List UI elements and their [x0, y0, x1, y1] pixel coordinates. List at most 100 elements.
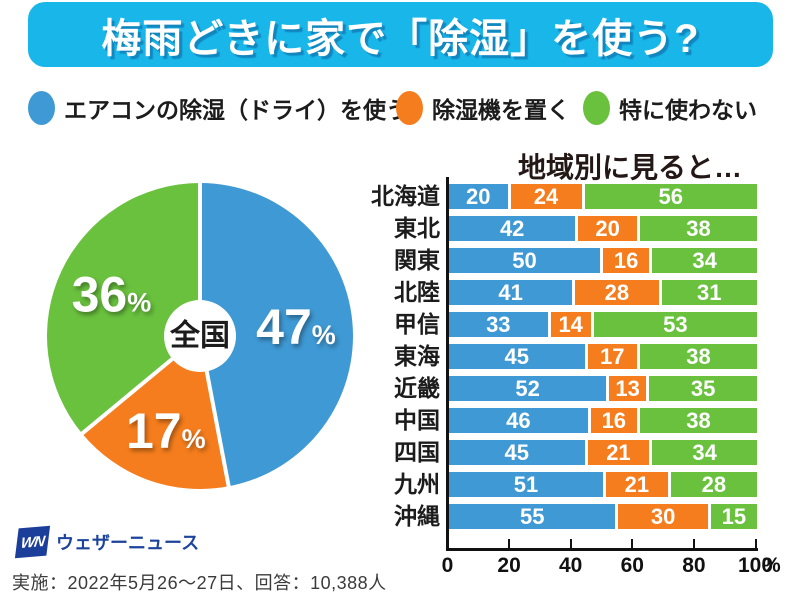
x-axis-unit-label: % — [762, 554, 781, 577]
region-label: 関東 — [394, 247, 440, 273]
region-label: 中国 — [394, 407, 440, 433]
bar-row: 沖縄 55 30 15 — [361, 504, 757, 529]
x-axis-tick-label: 80 — [682, 554, 706, 577]
weathernews-logo-text: ウェザーニュース — [56, 533, 200, 553]
x-axis-tick-label: 100 — [737, 554, 774, 577]
bar-chart-y-axis — [446, 177, 449, 551]
weathernews-logo: WN ウェザーニュース — [14, 525, 200, 559]
bar-segment: 28 — [575, 280, 662, 305]
bar-row: 東海 45 17 38 — [361, 344, 757, 369]
survey-note: 実施：2022年5月26～27日、回答：10,388人 — [12, 573, 387, 593]
region-label: 九州 — [394, 471, 440, 497]
bar-segment: 56 — [584, 184, 757, 209]
bar-track: 20 24 56 — [449, 184, 757, 209]
bar-segment: 34 — [652, 440, 757, 465]
pie-center-circle — [164, 300, 236, 372]
legend-label-dehumidifier: 除湿機を置く — [432, 97, 570, 123]
pie-slice — [82, 336, 229, 489]
page-title-banner: 梅雨どきに家で「除湿」を使う? — [28, 2, 773, 67]
bar-segment: 34 — [652, 248, 757, 273]
bar-segment: 46 — [449, 408, 591, 433]
bar-track: 33 14 53 — [449, 312, 757, 337]
bar-segment: 42 — [449, 216, 579, 241]
bar-row: 北陸 41 28 31 — [361, 280, 757, 305]
bar-row: 北海道 20 24 56 — [361, 184, 757, 209]
region-label: 甲信 — [394, 311, 440, 337]
bar-segment: 21 — [587, 440, 653, 465]
bar-segment: 17 — [587, 344, 640, 369]
national-pie-chart: 47%17%36%全国 — [47, 182, 354, 489]
x-axis-tick-label: 40 — [559, 554, 583, 577]
bar-row: 九州 51 21 28 — [361, 472, 757, 497]
bar-segment: 55 — [449, 504, 619, 529]
bar-row: 関東 50 16 34 — [361, 248, 757, 273]
bar-segment: 41 — [449, 280, 576, 305]
bar-track: 41 28 31 — [449, 280, 757, 305]
bar-segment: 53 — [593, 312, 757, 337]
bar-row: 近畿 52 13 35 — [361, 376, 757, 401]
bar-segment: 28 — [670, 472, 757, 497]
bar-track: 45 17 38 — [449, 344, 757, 369]
bar-segment: 20 — [449, 184, 511, 209]
regional-bar-chart: 北海道 20 24 56 東北 42 20 38 関東 50 16 34 北陸 41 28 31 甲信 33 14 5… — [361, 184, 757, 536]
pie-center-label: 全国 — [169, 319, 230, 353]
aircon-legend-dot-icon — [28, 91, 55, 125]
bar-track: 46 16 38 — [449, 408, 757, 433]
none-legend-dot-icon — [583, 91, 610, 125]
region-label: 四国 — [394, 439, 440, 465]
bar-segment: 38 — [639, 216, 757, 241]
region-label: 北海道 — [371, 183, 440, 209]
legend-item-aircon: エアコンの除湿（ドライ）を使う — [28, 90, 409, 126]
dehumidifier-legend-dot-icon — [396, 91, 423, 125]
bar-segment: 15 — [710, 504, 757, 529]
weathernews-wn-mark-icon: WN — [14, 525, 51, 559]
legend-label-aircon: エアコンの除湿（ドライ）を使う — [64, 97, 409, 123]
x-axis-tick-label: 20 — [497, 554, 521, 577]
x-axis-tick — [508, 539, 511, 548]
bar-segment: 31 — [661, 280, 757, 305]
x-axis-tick — [754, 539, 757, 548]
pie-slice — [200, 183, 354, 487]
legend-item-none: 特に使わない — [583, 90, 757, 126]
bar-segment: 13 — [609, 376, 650, 401]
bar-segment: 38 — [639, 344, 757, 369]
bar-track: 42 20 38 — [449, 216, 757, 241]
bar-segment: 50 — [449, 248, 603, 273]
bar-segment: 20 — [578, 216, 640, 241]
legend-item-dehumidifier: 除湿機を置く — [396, 90, 570, 126]
bar-track: 51 21 28 — [449, 472, 757, 497]
bar-chart-title: 地域別に見ると… — [517, 152, 742, 183]
bar-row: 中国 46 16 38 — [361, 408, 757, 433]
bar-segment: 45 — [449, 344, 588, 369]
x-axis-tick — [692, 539, 695, 548]
bar-segment: 24 — [510, 184, 585, 209]
region-label: 近畿 — [394, 375, 440, 401]
bar-chart-x-axis — [446, 548, 758, 551]
bar-track: 45 21 34 — [449, 440, 757, 465]
region-label: 東北 — [394, 215, 440, 241]
bar-track: 52 13 35 — [449, 376, 757, 401]
bar-track: 50 16 34 — [449, 248, 757, 273]
region-label: 北陸 — [394, 279, 440, 305]
bar-segment: 16 — [603, 248, 653, 273]
bar-segment: 33 — [449, 312, 551, 337]
x-axis-tick-label: 0 — [441, 554, 454, 577]
region-label: 沖縄 — [394, 503, 440, 529]
region-label: 東海 — [394, 343, 440, 369]
bar-row: 甲信 33 14 53 — [361, 312, 757, 337]
x-axis-tick-label: 60 — [620, 554, 644, 577]
pie-value-label: 47% — [256, 299, 336, 355]
bar-row: 東北 42 20 38 — [361, 216, 757, 241]
legend-label-none: 特に使わない — [619, 97, 757, 123]
bar-segment: 51 — [449, 472, 607, 497]
pie-slice — [47, 183, 200, 434]
bar-segment: 38 — [639, 408, 757, 433]
bar-segment: 21 — [606, 472, 671, 497]
bar-row: 四国 45 21 34 — [361, 440, 757, 465]
page-title: 梅雨どきに家で「除湿」を使う? — [101, 16, 700, 61]
x-axis-tick — [631, 539, 634, 548]
bar-segment: 16 — [590, 408, 640, 433]
bar-segment: 35 — [649, 376, 757, 401]
x-axis-tick — [569, 539, 572, 548]
